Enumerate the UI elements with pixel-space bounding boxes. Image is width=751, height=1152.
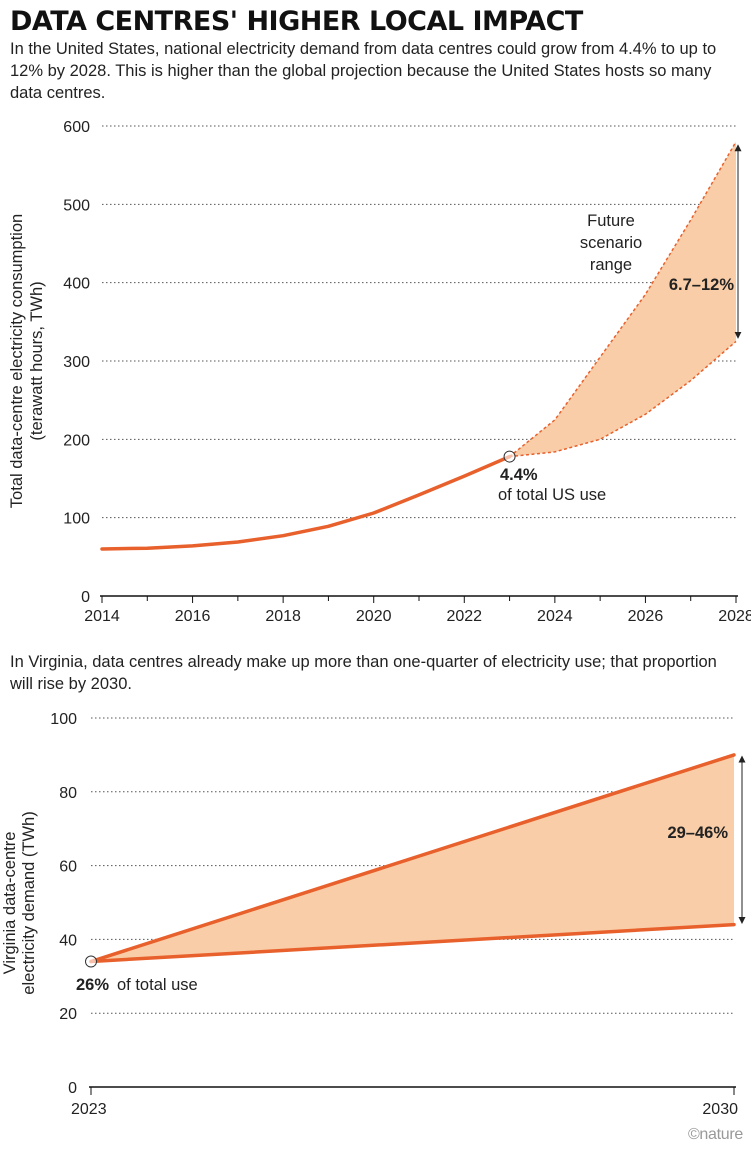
range-label-line1: Future	[587, 212, 635, 230]
virginia-range-value: 29–46%	[667, 824, 728, 842]
virginia-upper-line	[89, 753, 736, 964]
virginia-chart-y-ticks: 0 20 40 60 80 100	[50, 711, 77, 1097]
virginia-2023-marker	[85, 955, 97, 968]
range-value-label: 6.7–12%	[669, 276, 734, 294]
virginia-range-band	[91, 754, 734, 962]
us-y-tick-label: 200	[63, 432, 90, 449]
us-consumption-chart: 0 100 200 300 400 500 600 2014 2016 2018 2020 2022…	[8, 119, 751, 625]
us-x-tick-label: 2020	[356, 608, 392, 625]
us-y-tick-label: 0	[81, 589, 90, 606]
us-start-text: of total US use	[498, 486, 606, 504]
us-y-tick-label: 300	[63, 354, 90, 371]
us-x-tick-label: 2016	[175, 608, 211, 625]
virginia-y-tick-label: 80	[59, 785, 77, 802]
historical-consumption-line	[100, 454, 512, 551]
virginia-x-tick-label: 2030	[702, 1101, 738, 1118]
virginia-chart-y-label: Virginia data-centre	[1, 832, 19, 975]
virginia-x-tick-label: 2023	[71, 1101, 107, 1118]
virginia-lower-line	[89, 922, 736, 964]
us-chart-x-ticks: 2014 2016 2018 2020 2022 2024 2026 2028	[84, 596, 751, 625]
us-x-tick-label: 2026	[628, 608, 664, 625]
range-label-line3: range	[590, 256, 632, 274]
virginia-start-text: of total use	[117, 976, 198, 994]
virginia-chart-y-label-unit: electricity demand (TWh)	[20, 811, 38, 994]
chart-title: DATA CENTRES' HIGHER LOCAL IMPACT	[10, 6, 583, 37]
us-y-tick-label: 600	[63, 119, 90, 136]
us-x-tick-label: 2024	[537, 608, 573, 625]
virginia-subtitle: In Virginia, data centres already make u…	[10, 653, 717, 693]
chart-subtitle: In the United States, national electrici…	[10, 40, 717, 102]
virginia-y-tick-label: 100	[50, 711, 77, 728]
us-chart-y-ticks: 0 100 200 300 400 500 600	[63, 119, 90, 606]
virginia-y-tick-label: 60	[59, 859, 77, 876]
us-x-tick-label: 2028	[718, 608, 751, 625]
us-start-value: 4.4%	[500, 466, 538, 484]
scenario-lower-line	[509, 340, 737, 458]
us-chart-y-label-unit: (terawatt hours, TWh)	[28, 281, 46, 440]
virginia-y-tick-label: 20	[59, 1006, 77, 1023]
virginia-y-tick-label: 0	[68, 1080, 77, 1097]
us-x-tick-label: 2018	[265, 608, 301, 625]
scenario-range-band	[509, 141, 736, 457]
us-x-tick-label: 2014	[84, 608, 120, 625]
us-2023-marker	[503, 450, 516, 463]
virginia-y-tick-label: 40	[59, 932, 77, 949]
range-label-line2: scenario	[580, 234, 642, 252]
us-y-tick-label: 400	[63, 276, 90, 293]
us-y-tick-label: 100	[63, 511, 90, 528]
virginia-start-value: 26%	[76, 976, 109, 994]
us-y-tick-label: 500	[63, 197, 90, 214]
virginia-chart-x-ticks: 2023 2030	[71, 1087, 738, 1118]
us-x-tick-label: 2022	[446, 608, 482, 625]
us-chart-y-label: Total data-centre electricity consumptio…	[8, 214, 26, 508]
scenario-upper-line	[509, 141, 737, 458]
nature-credit: ©nature	[687, 1126, 743, 1143]
virginia-chart-gridlines	[91, 717, 734, 1014]
